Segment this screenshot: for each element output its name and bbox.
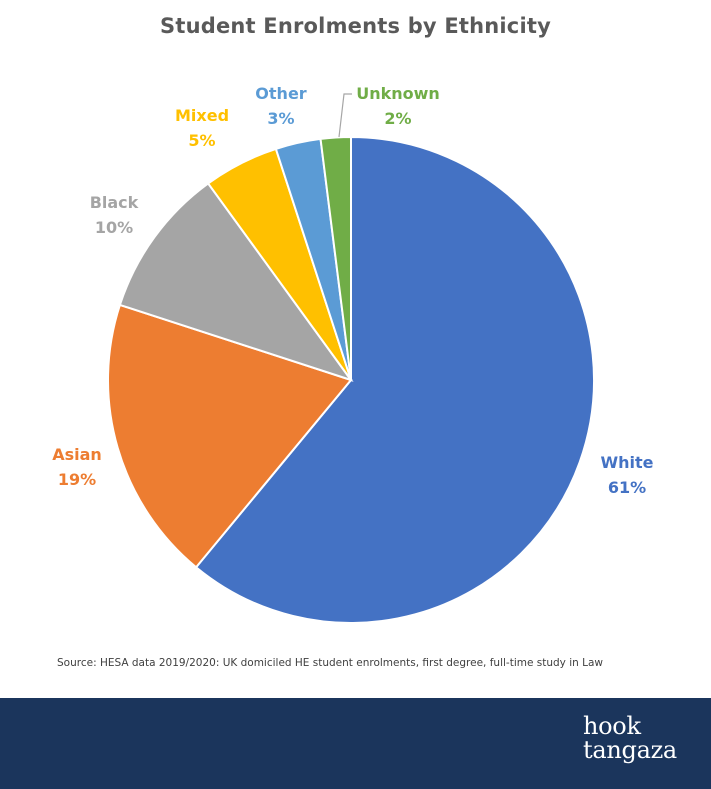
slice-value-unknown: 2%: [384, 109, 411, 128]
chart-title: Student Enrolments by Ethnicity: [160, 14, 551, 38]
logo-line-1: hook: [583, 712, 641, 740]
slice-label-black: Black: [90, 193, 139, 212]
pie-slice-white: [194, 135, 595, 624]
slice-label-unknown: Unknown: [356, 84, 440, 103]
slice-label-asian: Asian: [52, 445, 102, 464]
logo-line-2: tangaza: [583, 736, 677, 764]
source-note: Source: HESA data 2019/2020: UK domicile…: [57, 657, 603, 669]
pie-chart: White 61% Asian 19% Black 10% Mixed 5% Other 3% Un…: [52, 84, 654, 624]
slice-value-black: 10%: [95, 218, 133, 237]
slice-label-other: Other: [255, 84, 306, 103]
pie-slice-asian: [107, 303, 353, 569]
slice-label-mixed: Mixed: [175, 106, 229, 125]
footer-bar: hook tangaza: [0, 698, 711, 789]
slice-value-white: 61%: [608, 478, 646, 497]
slice-value-mixed: 5%: [188, 131, 215, 150]
brand-logo: hook tangaza: [583, 714, 677, 762]
leader-line-unknown: [338, 93, 352, 138]
slice-label-white: White: [600, 453, 653, 472]
pie-slice-black: [118, 182, 354, 382]
pie-slice-unknown: [319, 135, 352, 381]
slice-value-other: 3%: [267, 109, 294, 128]
slice-value-asian: 19%: [58, 470, 96, 489]
